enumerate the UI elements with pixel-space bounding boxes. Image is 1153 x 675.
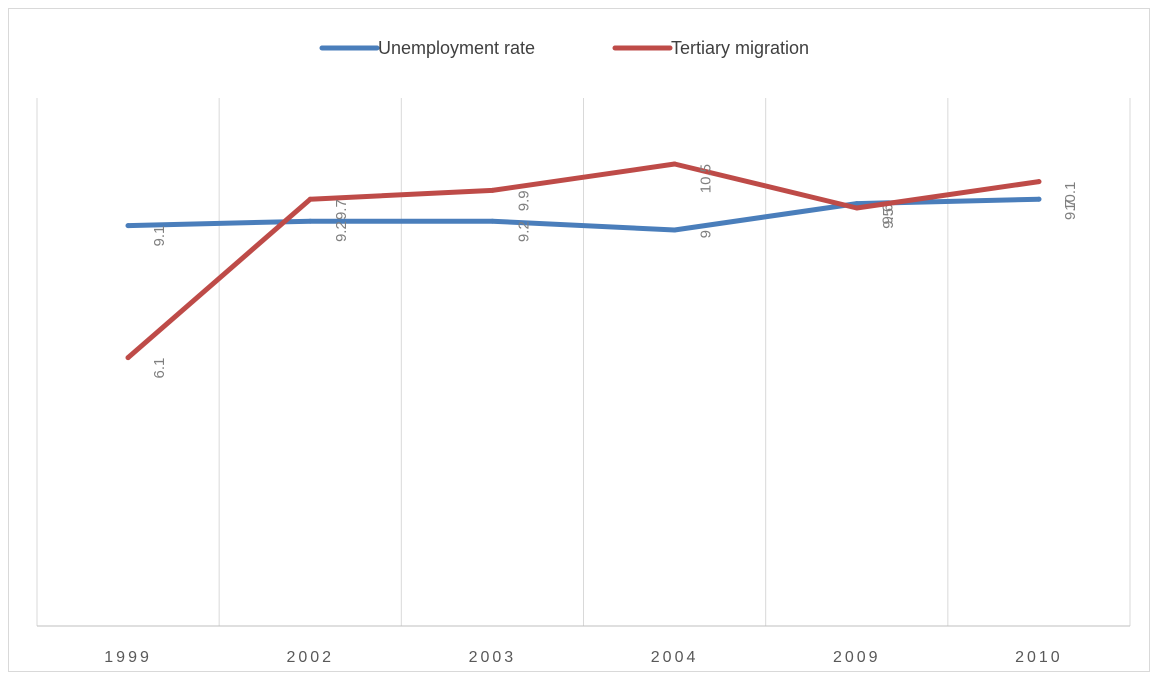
data-point-1-2 [489, 187, 495, 193]
x-tick-label-2004: 2004 [651, 649, 699, 666]
x-tick-label-2010: 2010 [1015, 649, 1063, 666]
x-tick-label-2009: 2009 [833, 649, 881, 666]
data-point-0-2 [489, 218, 495, 224]
data-label-0-2: 9.2 [515, 221, 532, 242]
data-point-1-0 [125, 355, 131, 361]
data-label-1-1: 9.7 [333, 199, 350, 220]
data-point-1-3 [672, 161, 678, 167]
data-label-0-5: 9.7 [1062, 199, 1079, 220]
data-label-0-4: 9.6 [880, 204, 897, 225]
data-label-1-0: 6.1 [151, 358, 168, 379]
data-label-0-0: 9.1 [151, 226, 168, 247]
data-point-0-5 [1036, 196, 1042, 202]
data-label-0-3: 9 [698, 230, 715, 238]
x-tick-label-2002: 2002 [286, 649, 334, 666]
data-label-1-2: 9.9 [515, 190, 532, 211]
series-line-1 [125, 161, 1042, 361]
data-label-1-3: 10.5 [698, 164, 715, 193]
data-point-1-1 [307, 196, 313, 202]
data-label-0-1: 9.2 [333, 221, 350, 242]
legend-label-0: Unemployment rate [378, 38, 535, 58]
data-point-0-4 [854, 201, 860, 207]
data-point-0-0 [125, 223, 131, 229]
x-tick-label-1999: 1999 [104, 649, 152, 666]
data-label-1-5: 10.1 [1062, 182, 1079, 211]
data-label-1-4: 9.5 [880, 208, 897, 229]
chart-frame [8, 8, 1150, 672]
data-point-1-5 [1036, 179, 1042, 185]
legend-label-1: Tertiary migration [671, 38, 809, 58]
data-point-0-1 [307, 218, 313, 224]
data-point-1-4 [854, 205, 860, 211]
data-point-0-3 [672, 227, 678, 233]
x-tick-label-2003: 2003 [469, 649, 517, 666]
